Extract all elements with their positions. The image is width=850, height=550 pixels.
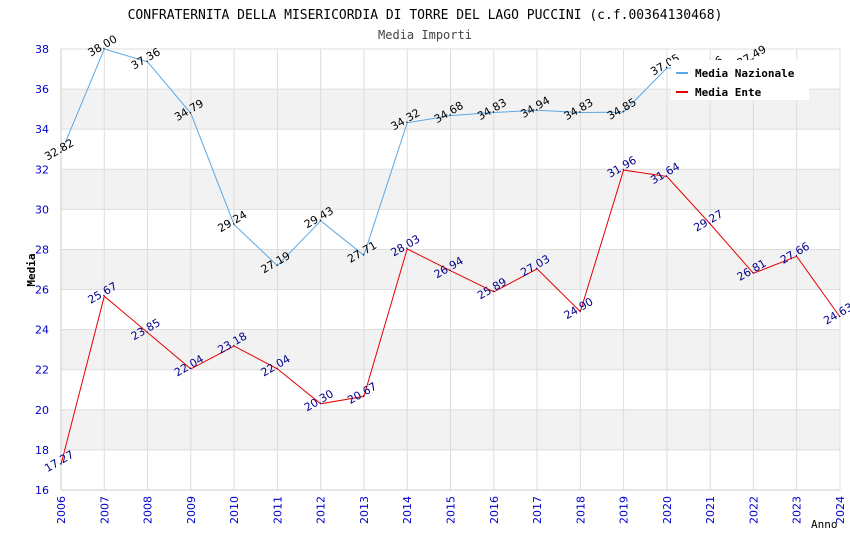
legend-label: Media Nazionale [695,67,795,80]
x-tick-label: 2012 [315,496,328,524]
legend-label: Media Ente [695,86,762,99]
x-tick-label: 2007 [98,496,111,524]
x-tick-label: 2023 [791,496,804,524]
series-line-media-ente [60,169,841,465]
data-label: 29.24 [215,208,249,235]
data-label: 32.82 [42,136,76,163]
x-tick-label: 2020 [661,496,674,524]
y-tick-label: 26 [35,284,49,297]
y-tick-label: 20 [35,404,49,417]
y-tick-label: 16 [35,484,49,497]
data-label: 24.63 [821,300,850,327]
y-tick-label: 28 [35,243,49,256]
x-tick-label: 2016 [488,496,501,524]
x-tick-label: 2024 [834,496,847,524]
y-axis-title: Media [25,253,38,286]
data-label: 38.00 [86,32,120,59]
data-label: 29.27 [692,207,726,234]
x-axis-title: Anno [811,518,838,531]
y-tick-label: 18 [35,444,49,457]
x-tick-label: 2022 [747,496,760,524]
x-tick-label: 2014 [401,496,414,524]
y-tick-label: 22 [35,364,49,377]
x-tick-label: 2015 [445,496,458,524]
x-tick-label: 2010 [228,496,241,524]
data-label: 24.90 [562,295,596,322]
series-lines [60,48,841,465]
legend: Media Nazionale Media Ente [671,60,809,100]
gridlines [60,48,841,491]
x-tick-label: 2011 [271,496,284,524]
y-tick-label: 32 [35,163,49,176]
x-tick-label: 2013 [358,496,371,524]
x-tick-label: 2006 [55,496,68,524]
chart-title: CONFRATERNITA DELLA MISERICORDIA DI TORR… [128,8,723,23]
data-label: 20.67 [345,380,379,407]
x-tick-label: 2018 [574,496,587,524]
x-tick-label: 2017 [531,496,544,524]
x-tick-label: 2019 [618,496,631,524]
chart-subtitle: Media Importi [378,28,472,42]
x-tick-label: 2021 [704,496,717,524]
y-tick-label: 36 [35,83,49,96]
y-tick-label: 38 [35,43,49,56]
y-tick-label: 24 [35,324,49,337]
y-tick-label: 30 [35,203,49,216]
y-tick-label: 34 [35,123,49,136]
x-tick-label: 2009 [185,496,198,524]
x-tick-label: 2008 [142,496,155,524]
series-line-media-nazionale [60,48,754,267]
legend-box [671,60,809,100]
